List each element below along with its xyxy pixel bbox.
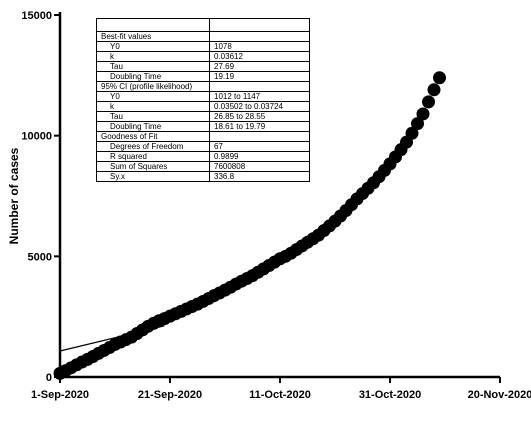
fit-table-row: Best-fit values <box>96 31 310 42</box>
fit-table-row: Sum of Squares 7600808 <box>96 161 310 172</box>
fit-table-header-cell <box>96 18 210 32</box>
fit-table-row: R squared 0.9899 <box>96 151 310 162</box>
x-tick-label: 1-Sep-2020 <box>31 389 89 401</box>
fit-table-value: 336.8 <box>209 171 310 182</box>
fit-table-value: 1012 to 1147 <box>209 91 310 102</box>
fit-results-body: Best-fit values Y0 1078 k 0.03612 Tau 27.69 Dou… <box>96 18 310 182</box>
fit-table-row: Y0 1078 <box>96 41 310 52</box>
y-tick-label: 0 <box>46 372 52 384</box>
fit-table-label: Best-fit values <box>96 31 210 42</box>
fit-table-value: 19.19 <box>209 71 310 82</box>
fit-table-value <box>209 31 310 42</box>
fit-table-value <box>209 81 310 92</box>
y-tick-label: 5000 <box>28 251 52 263</box>
fit-table-row: Tau 27.69 <box>96 61 310 72</box>
fit-table-label: k <box>96 51 210 62</box>
fit-table-label: Doubling Time <box>96 121 210 132</box>
fit-table-value: 26.85 to 28.55 <box>209 111 310 122</box>
data-point <box>422 95 435 109</box>
fit-table-row: Goodness of Fit <box>96 131 310 142</box>
fit-table-label: Tau <box>96 61 210 72</box>
fit-table-header-cell <box>209 18 310 32</box>
fit-table-label: Sy.x <box>96 171 210 182</box>
fit-table-header-row <box>96 18 310 32</box>
x-tick-label: 21-Sep-2020 <box>138 389 202 401</box>
fit-table-row: Doubling Time 18.61 to 19.79 <box>96 121 310 132</box>
fit-table-value: 1078 <box>209 41 310 52</box>
data-point <box>416 107 430 121</box>
fit-table-value: 18.61 to 19.79 <box>209 121 310 132</box>
fit-table-label: Sum of Squares <box>96 161 210 172</box>
fit-table-row: k 0.03612 <box>96 51 310 62</box>
x-tick-label: 20-Nov-2020 <box>468 389 531 401</box>
fit-table-label: Doubling Time <box>96 71 210 82</box>
fit-table-value: 67 <box>209 141 310 152</box>
fit-table-row: 95% CI (profile likelihood) <box>96 81 310 92</box>
fit-table-row: Doubling Time 19.19 <box>96 71 310 82</box>
fit-table-row: Y0 1012 to 1147 <box>96 91 310 102</box>
fit-table-value: 27.69 <box>209 61 310 72</box>
fit-table-value: 0.03612 <box>209 51 310 62</box>
fit-table-row: Tau 26.85 to 28.55 <box>96 111 310 122</box>
x-tick-label: 31-Oct-2020 <box>359 389 421 401</box>
y-tick-label: 10000 <box>21 131 52 143</box>
y-tick-label: 15000 <box>21 10 52 22</box>
fit-table-label: Goodness of Fit <box>96 131 210 142</box>
fit-table-label: Y0 <box>96 91 210 102</box>
fit-table-row: Degrees of Freedom 67 <box>96 141 310 152</box>
fit-table-label: Y0 <box>96 41 210 52</box>
data-point <box>427 83 441 97</box>
fit-results-table: Best-fit values Y0 1078 k 0.03612 Tau 27.69 Dou… <box>96 18 310 182</box>
data-point <box>433 71 446 85</box>
fit-table-value: 0.9899 <box>209 151 310 162</box>
data-point <box>411 117 424 131</box>
fit-table-label: k <box>96 101 210 112</box>
fit-table-row: Sy.x 336.8 <box>96 171 310 182</box>
ticks: 1-Sep-2020 21-Sep-2020 11-Oct-2020 31-Oct-2… <box>21 10 531 401</box>
fit-table-label: Tau <box>96 111 210 122</box>
fit-table-value <box>209 131 310 142</box>
fit-table-value: 0.03502 to 0.03724 <box>209 101 310 112</box>
fit-table-row: k 0.03502 to 0.03724 <box>96 101 310 112</box>
x-tick-label: 11-Oct-2020 <box>249 389 311 401</box>
y-axis-title: Number of cases <box>7 147 21 244</box>
fit-table-value: 7600808 <box>209 161 310 172</box>
data-point <box>405 126 419 140</box>
fit-table-label: R squared <box>96 151 210 162</box>
fit-table-label: Degrees of Freedom <box>96 141 210 152</box>
data-points <box>53 71 446 380</box>
fit-table-label: 95% CI (profile likelihood) <box>96 81 210 92</box>
